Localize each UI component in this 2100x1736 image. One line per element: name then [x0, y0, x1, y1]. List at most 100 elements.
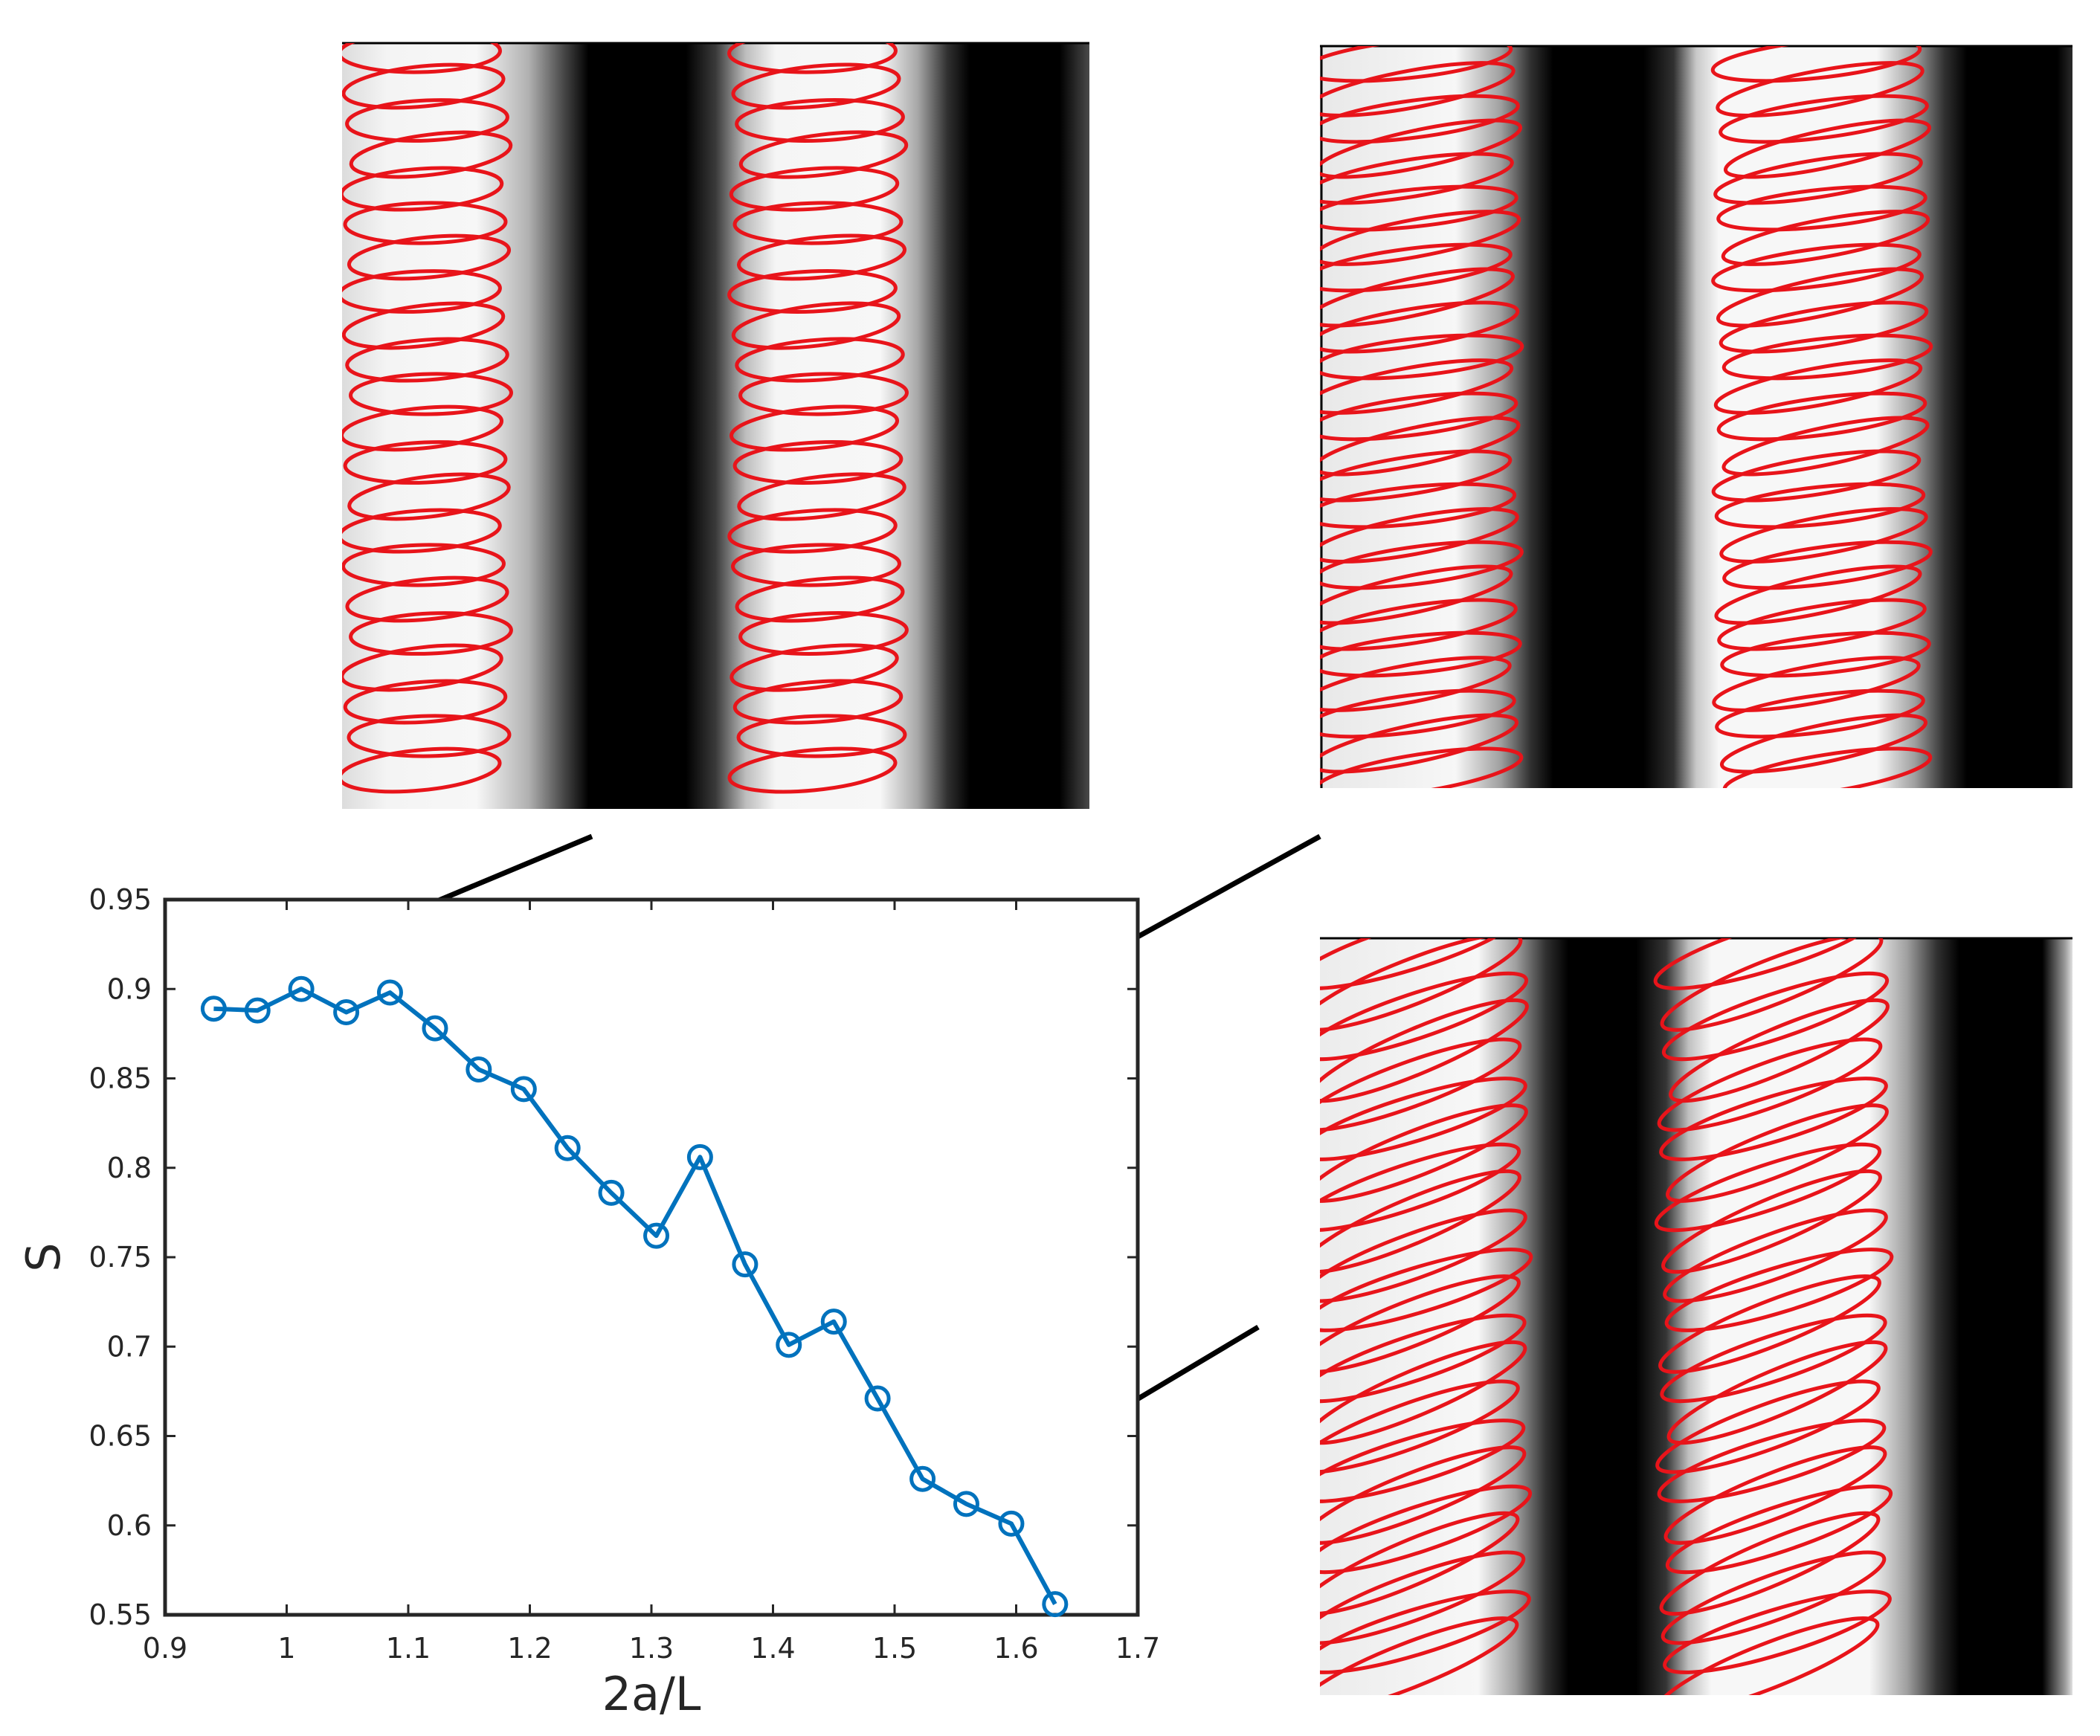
particle-ellipse	[347, 233, 512, 281]
particle-ellipse	[342, 404, 504, 452]
particle-ellipse	[1320, 971, 1529, 1062]
particle-ellipse	[1320, 713, 1519, 774]
particle-ellipse	[1665, 1484, 1893, 1575]
particle-ellipse	[727, 508, 898, 554]
particle-ellipse	[1722, 746, 1933, 788]
y-axis-title: S	[16, 1242, 71, 1271]
particle-ellipse	[1716, 267, 1925, 328]
particle-ellipse	[1320, 152, 1514, 205]
particle-ellipse	[731, 543, 901, 587]
data-point	[953, 1491, 979, 1517]
x-tick-label: 1.1	[386, 1632, 431, 1665]
particle-ellipse	[1666, 1340, 1888, 1445]
series-line	[213, 987, 1057, 1606]
particle-ellipse	[1320, 118, 1523, 179]
particle-ellipse	[1320, 267, 1516, 328]
particle-ellipse	[1663, 1445, 1887, 1545]
particle-ellipse	[1320, 1037, 1522, 1132]
particle-ellipse	[735, 575, 905, 623]
particle-ellipse	[1663, 1208, 1888, 1303]
particle-ellipse	[1320, 1616, 1519, 1695]
particle-ellipse	[727, 43, 898, 74]
simulation-panel-bottom-right	[1320, 937, 2072, 1695]
x-tick-label: 1.7	[1115, 1632, 1160, 1665]
particle-ellipse	[1320, 1484, 1533, 1575]
particle-ellipse	[347, 714, 512, 758]
particle-ellipse	[1655, 1379, 1881, 1474]
data-point	[200, 996, 227, 1022]
data-point	[422, 1015, 448, 1042]
data-point	[686, 1143, 713, 1170]
particle-ellipse	[729, 643, 899, 692]
particle-ellipse	[1320, 333, 1524, 381]
particle-ellipse	[342, 166, 504, 212]
particle-ellipse	[342, 301, 506, 350]
particle-ellipse	[1661, 1550, 1887, 1645]
data-point	[776, 1332, 802, 1358]
particle-ellipse	[1320, 564, 1513, 625]
particle-ellipse	[1320, 61, 1516, 117]
simulation-panel-top-left	[342, 42, 1089, 809]
data-point	[466, 1056, 492, 1082]
data-point	[376, 979, 403, 1006]
line-chart: 0.9 1 1.1 1.2 1.3 1.4 1.5 1.6 1.7 0.55 0.6 0.65 0.7…	[16, 883, 1160, 1721]
particle-ellipse	[1711, 242, 1922, 293]
particle-ellipse	[1661, 1169, 1882, 1274]
particle-ellipse	[738, 372, 909, 416]
particle-ellipse	[1320, 358, 1514, 415]
data-point	[643, 1222, 670, 1249]
x-tick-label: 1	[277, 1632, 295, 1665]
y-tick-label: 0.95	[88, 883, 152, 916]
particle-ellipse	[1320, 1419, 1526, 1503]
particle-ellipse	[1320, 938, 1523, 1032]
particle-ellipse	[342, 62, 506, 110]
particle-ellipse	[1320, 482, 1517, 529]
particle-ellipse	[1320, 242, 1513, 293]
particle-ellipse	[1320, 998, 1529, 1103]
x-tick-label: 1.3	[629, 1632, 674, 1665]
particle-ellipse	[1656, 1616, 1880, 1695]
particle-ellipse	[342, 43, 502, 74]
particle-ellipse	[729, 404, 900, 452]
density-map-background	[1320, 46, 2072, 788]
particle-ellipse	[345, 575, 509, 623]
particle-ellipse	[727, 746, 898, 794]
particle-ellipse	[1320, 1169, 1521, 1274]
particle-ellipse	[1710, 46, 1922, 83]
particle-ellipse	[1663, 1590, 1892, 1674]
particle-ellipse	[1320, 1340, 1527, 1445]
particle-ellipse	[1320, 656, 1512, 712]
particle-ellipse	[349, 611, 513, 656]
particle-ellipse	[1320, 46, 1513, 83]
ellipse-layer	[1320, 46, 1933, 788]
particle-ellipse	[1320, 1248, 1533, 1332]
series-markers	[200, 975, 1069, 1618]
particle-ellipse	[729, 166, 900, 212]
particle-ellipse	[1715, 688, 1925, 739]
particle-ellipse	[1659, 1511, 1881, 1616]
particle-ellipse	[737, 472, 906, 521]
y-tick-label: 0.7	[107, 1330, 152, 1363]
particle-ellipse	[1320, 416, 1521, 477]
particle-ellipse	[1719, 713, 1928, 774]
particle-ellipse	[347, 472, 511, 521]
particle-ellipse	[1660, 938, 1884, 1032]
particle-ellipse	[1320, 688, 1516, 739]
particle-ellipse	[1320, 1274, 1521, 1374]
particle-ellipse	[1721, 333, 1933, 381]
particle-ellipse	[1320, 184, 1518, 232]
particle-ellipse	[1320, 1103, 1528, 1203]
particle-ellipse	[1711, 449, 1922, 503]
particle-ellipse	[1664, 1248, 1894, 1332]
data-point	[510, 1076, 537, 1103]
particle-ellipse	[1666, 1103, 1889, 1203]
particle-ellipse	[1720, 630, 1931, 678]
particle-ellipse	[1320, 746, 1524, 788]
x-tick-label: 0.9	[143, 1632, 187, 1665]
data-point	[732, 1251, 758, 1278]
particle-ellipse	[1721, 416, 1930, 477]
particle-ellipse	[1320, 938, 1522, 990]
particle-ellipse	[342, 269, 502, 314]
data-point	[909, 1465, 936, 1492]
data-point	[1042, 1591, 1069, 1618]
